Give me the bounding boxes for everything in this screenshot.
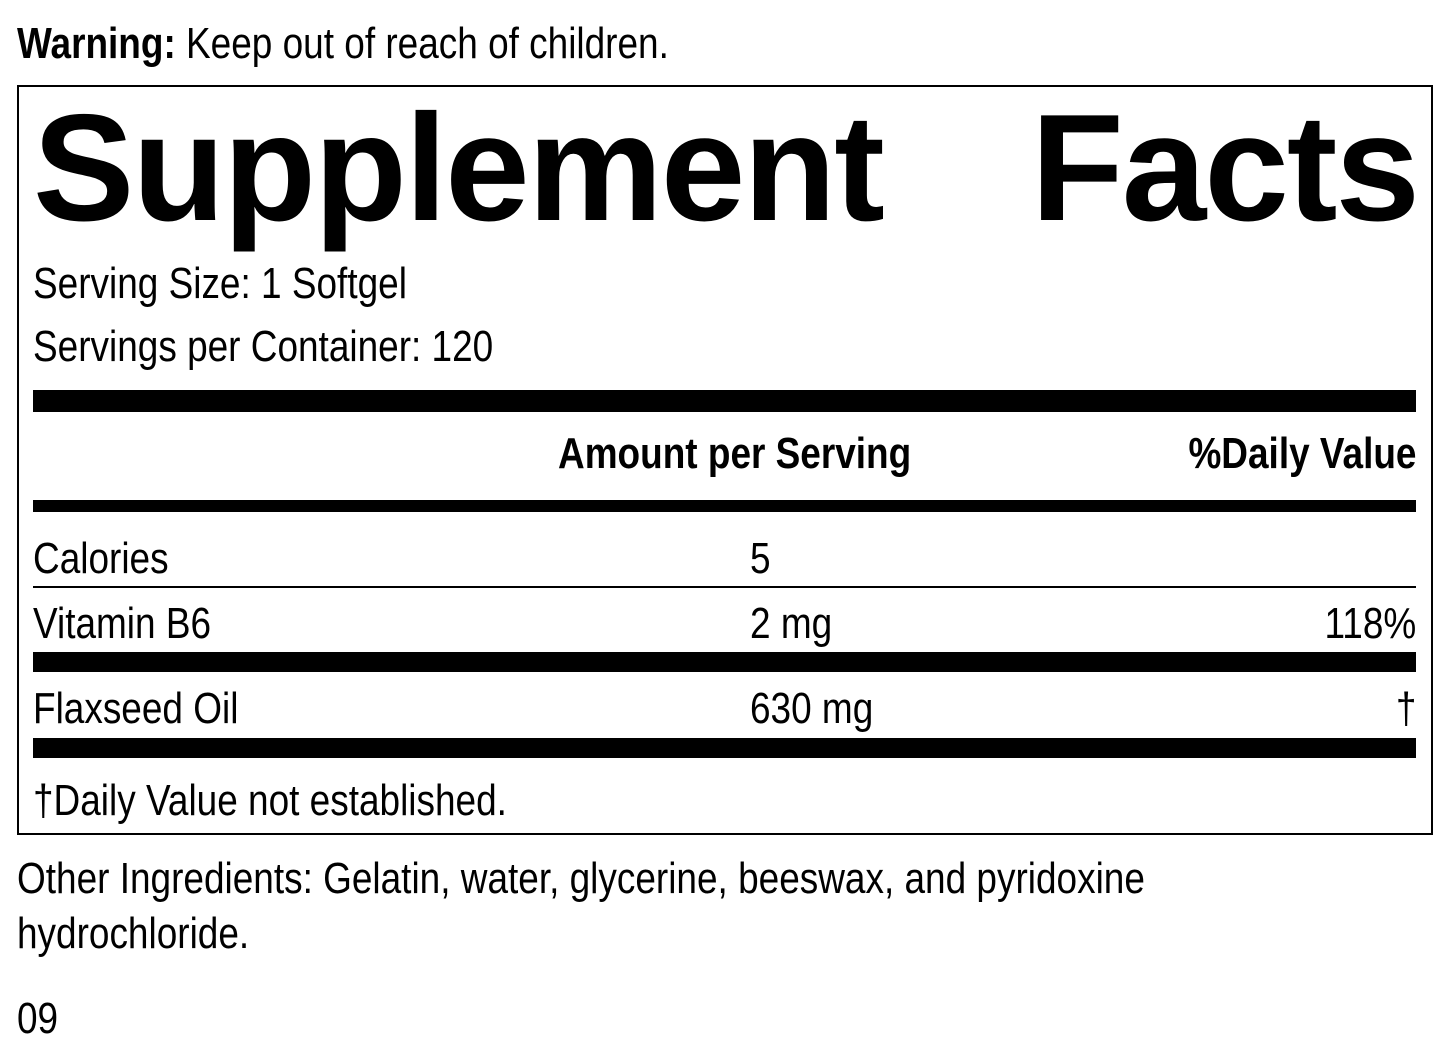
header-daily-value: %Daily Value xyxy=(1187,429,1416,478)
warning-body: Keep out of reach of children. xyxy=(175,19,669,68)
other-ingredients-line1: Other Ingredients: Gelatin, water, glyce… xyxy=(17,854,1145,903)
header-amount: Amount per Serving xyxy=(558,429,912,478)
warning-label: Warning: xyxy=(17,19,176,68)
title-word-facts: Facts xyxy=(1030,83,1420,253)
divider-thick xyxy=(33,738,1416,758)
row-name: Vitamin B6 xyxy=(33,599,212,648)
supplement-facts-panel xyxy=(17,85,1433,835)
row-amount: 2 mg xyxy=(750,599,833,648)
divider-thin xyxy=(33,586,1416,588)
divider-thick xyxy=(33,390,1416,412)
panel-title: Supplement Facts xyxy=(33,83,1420,253)
row-dv: † xyxy=(1395,684,1416,733)
title-word-supplement: Supplement xyxy=(33,83,885,253)
row-name: Calories xyxy=(33,534,169,583)
divider-thick xyxy=(33,652,1416,672)
other-ingredients-line2: hydrochloride. xyxy=(17,909,250,958)
servings-per-container: Servings per Container: 120 xyxy=(33,322,494,371)
row-dv: 118% xyxy=(1324,599,1416,648)
product-code: 09 xyxy=(17,994,59,1043)
divider-medium xyxy=(33,500,1416,512)
row-amount: 5 xyxy=(750,534,771,583)
row-amount: 630 mg xyxy=(750,684,874,733)
row-name: Flaxseed Oil xyxy=(33,684,239,733)
warning-text: Warning: Keep out of reach of children. xyxy=(17,22,669,66)
footnote: †Daily Value not established. xyxy=(33,776,507,825)
serving-size: Serving Size: 1 Softgel xyxy=(33,259,407,308)
